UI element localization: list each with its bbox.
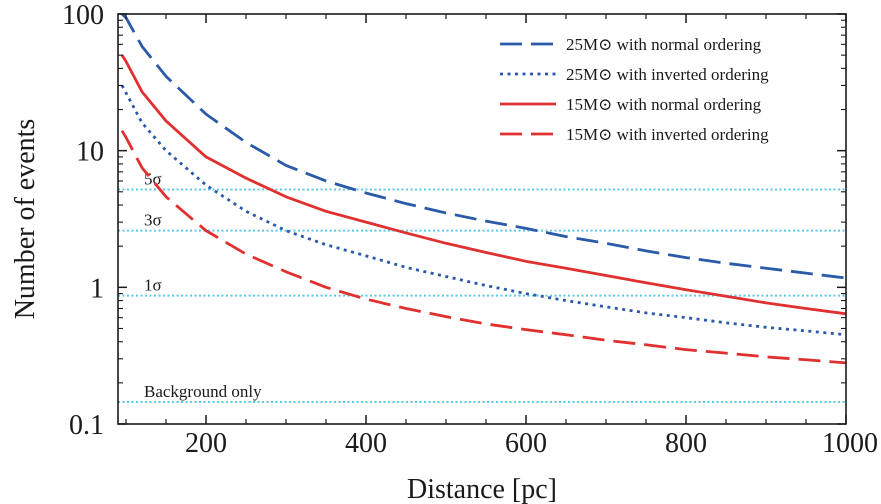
x-tick-label-1: 400 [345, 428, 387, 459]
reference-line-label-3: Background only [144, 382, 262, 401]
x-tick-label-2: 600 [505, 428, 547, 459]
series-line-0 [121, 12, 847, 280]
plot-frame [117, 13, 847, 425]
legend-label-1: 25M⊙ with inverted ordering [566, 65, 769, 84]
legend: 25M⊙ with normal ordering 25M⊙ with inver… [500, 35, 769, 144]
series-lines [120, 12, 847, 365]
series-line-2 [120, 54, 847, 316]
legend-label-3: 15M⊙ with inverted ordering [566, 125, 769, 144]
y-tick-label-1: 1 [90, 273, 104, 304]
y-tick-label-3: 100 [62, 0, 104, 31]
x-tick-label-3: 800 [665, 428, 707, 459]
series-line-3 [120, 129, 847, 365]
reference-line-label-2: 1σ [144, 276, 162, 295]
axis-ticks: 200 400 600 800 1000 0.1 1 10 100 [62, 0, 878, 459]
y-tick-label-0: 0.1 [69, 410, 104, 441]
x-axis-label: Distance [pc] [407, 474, 557, 504]
x-tick-label-4: 1000 [822, 428, 878, 459]
x-tick-label-0: 200 [185, 428, 227, 459]
reference-line-label-1: 3σ [144, 211, 162, 230]
legend-label-2: 15M⊙ with normal ordering [566, 95, 762, 114]
legend-label-0: 25M⊙ with normal ordering [566, 35, 762, 54]
series-line-1 [120, 84, 847, 337]
y-tick-label-2: 10 [76, 137, 104, 168]
y-axis-label: Number of events [10, 119, 41, 320]
